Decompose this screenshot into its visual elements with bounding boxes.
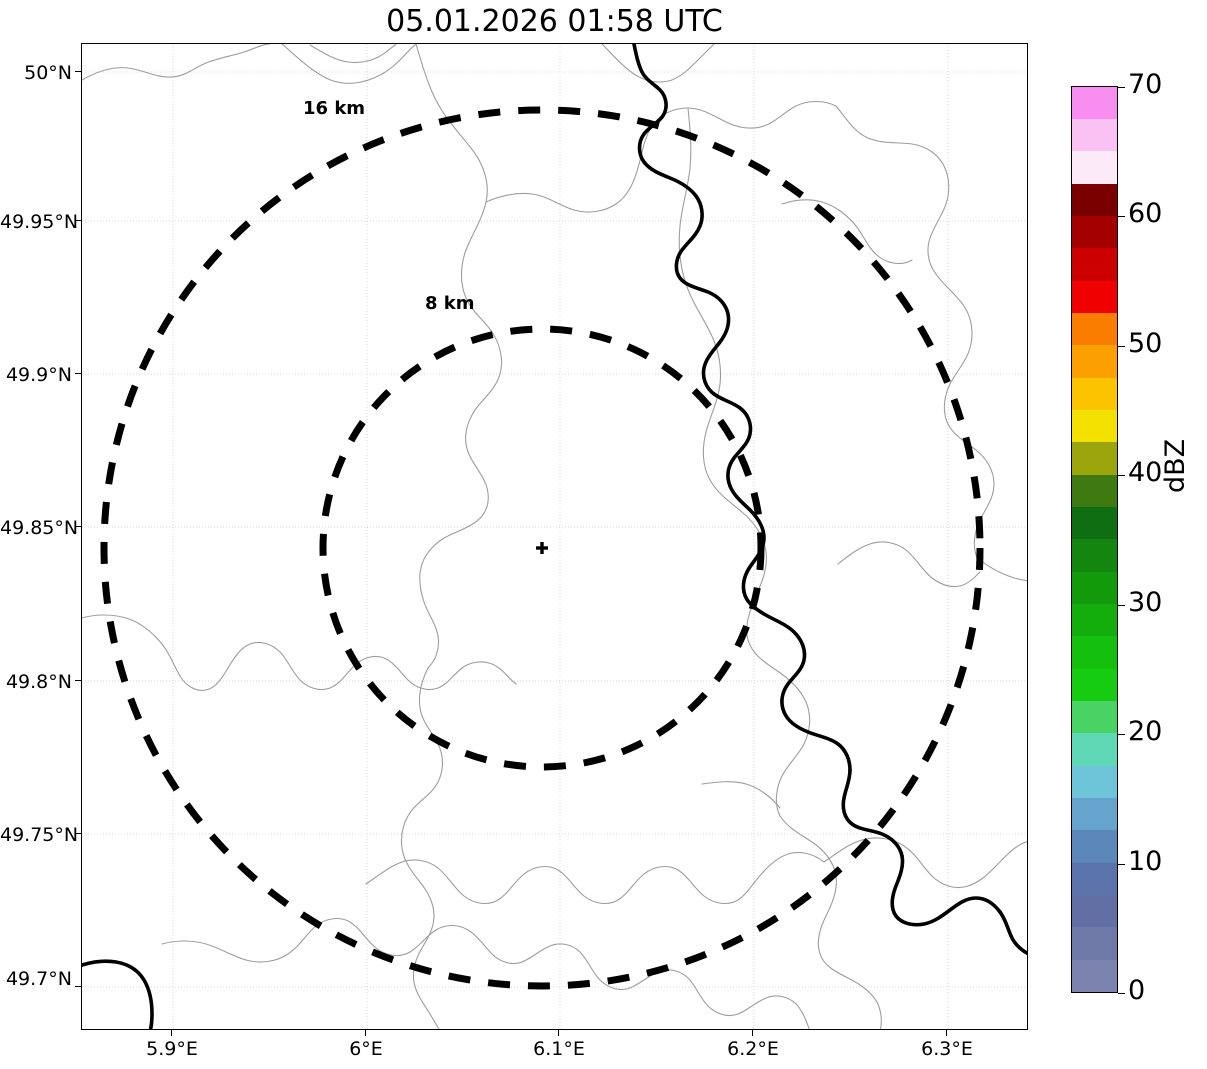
ytick-label-499N: 49.9°N — [5, 364, 72, 386]
ytick-mark-497N — [75, 986, 81, 988]
admin-boundaries — [82, 44, 1027, 1029]
cbar-tick-label-70: 70 — [1128, 69, 1163, 100]
ytick-mark-4995N — [75, 220, 81, 222]
range-ring-label-16km: 16 km — [303, 98, 366, 119]
radar-site-marker — [536, 542, 548, 554]
colorbar-band-52.5-55 — [1072, 280, 1117, 314]
colorbar-band-27.5-30 — [1072, 604, 1117, 637]
xtick-mark-61E — [558, 1030, 560, 1036]
cbar-tick-70 — [1118, 87, 1125, 89]
ytick-mark-50N — [75, 71, 81, 73]
colorbar-band-35-37.5 — [1072, 507, 1117, 540]
colorbar-band-2.5-5 — [1072, 927, 1117, 960]
colorbar-band-12.5-15 — [1072, 798, 1117, 831]
colorbar-band-20-22.5 — [1072, 701, 1117, 734]
xtick-label-61E: 6.1°E — [533, 1038, 585, 1060]
xtick-mark-6E — [365, 1030, 367, 1036]
ytick-label-498N: 49.8°N — [5, 671, 72, 693]
national-border — [82, 44, 1027, 1029]
ytick-label-50N: 50°N — [24, 62, 72, 84]
ytick-label-49750N: 49.75°N — [0, 824, 79, 846]
colorbar-band-57.5-60 — [1072, 216, 1117, 249]
map-graphics — [82, 44, 1027, 1029]
xtick-mark-63E — [946, 1030, 948, 1036]
colorbar-axis-label: dBZ — [1160, 438, 1191, 493]
range-ring-8km — [319, 325, 765, 771]
colorbar-band-0-2.5 — [1072, 959, 1117, 992]
colorbar-band-10-12.5 — [1072, 830, 1117, 863]
xtick-label-62E: 6.2°E — [727, 1038, 779, 1060]
cbar-tick-20 — [1118, 734, 1125, 736]
cbar-tick-40 — [1118, 475, 1125, 477]
range-ring-16km — [100, 106, 984, 990]
cbar-tick-10 — [1118, 864, 1125, 866]
colorbar-band-22.5-25 — [1072, 668, 1117, 702]
cbar-tick-label-0: 0 — [1128, 975, 1146, 1006]
cbar-tick-30 — [1118, 605, 1125, 607]
ytick-mark-4985N — [75, 526, 81, 528]
ytick-label-49850N: 49.85°N — [0, 517, 79, 539]
colorbar-band-50-52.5 — [1072, 313, 1117, 346]
colorbar-band-37.5-40 — [1072, 474, 1117, 508]
xtick-mark-62E — [752, 1030, 754, 1036]
colorbar-band-5-7.5 — [1072, 895, 1117, 928]
cbar-tick-label-20: 20 — [1128, 716, 1163, 747]
colorbar-band-32.5-35 — [1072, 539, 1117, 572]
colorbar-band-65-67.5 — [1072, 119, 1117, 152]
cbar-tick-label-60: 60 — [1128, 198, 1163, 229]
xtick-mark-59E — [171, 1030, 173, 1036]
cbar-tick-60 — [1118, 216, 1125, 218]
ytick-label-497N: 49.7°N — [5, 968, 72, 990]
ytick-mark-4975N — [75, 833, 81, 835]
dbz-colorbar[interactable] — [1071, 86, 1118, 993]
ytick-label-4995N: 49.95°N — [0, 211, 79, 233]
colorbar-band-55-57.5 — [1072, 248, 1117, 281]
range-ring-label-8km: 8 km — [425, 293, 475, 314]
xtick-label-6E: 6°E — [349, 1038, 383, 1060]
colorbar-band-60-62.5 — [1072, 183, 1117, 217]
page-title: 05.01.2026 01:58 UTC — [386, 4, 723, 39]
colorbar-band-7.5-10 — [1072, 862, 1117, 896]
cbar-tick-label-40: 40 — [1128, 457, 1163, 488]
xtick-label-59E: 5.9°E — [146, 1038, 198, 1060]
colorbar-band-25-27.5 — [1072, 636, 1117, 669]
colorbar-band-67.5-70 — [1072, 86, 1117, 120]
ytick-mark-498N — [75, 680, 81, 682]
colorbar-band-62.5-65 — [1072, 151, 1117, 184]
ytick-mark-499N — [75, 373, 81, 375]
xtick-label-63E: 6.3°E — [921, 1038, 973, 1060]
cbar-tick-label-50: 50 — [1128, 328, 1163, 359]
colorbar-band-42.5-45 — [1072, 410, 1117, 443]
cbar-tick-0 — [1118, 993, 1125, 995]
cbar-tick-50 — [1118, 346, 1125, 348]
colorbar-band-47.5-50 — [1072, 345, 1117, 378]
map-gridlines — [82, 44, 1027, 1029]
colorbar-band-15-17.5 — [1072, 765, 1117, 799]
radar-map-axes[interactable] — [81, 43, 1028, 1030]
colorbar-band-17.5-20 — [1072, 733, 1117, 766]
cbar-tick-label-30: 30 — [1128, 587, 1163, 618]
colorbar-band-40-42.5 — [1072, 442, 1117, 475]
cbar-tick-label-10: 10 — [1128, 846, 1163, 877]
colorbar-band-30-32.5 — [1072, 571, 1117, 605]
colorbar-band-45-47.5 — [1072, 377, 1117, 411]
